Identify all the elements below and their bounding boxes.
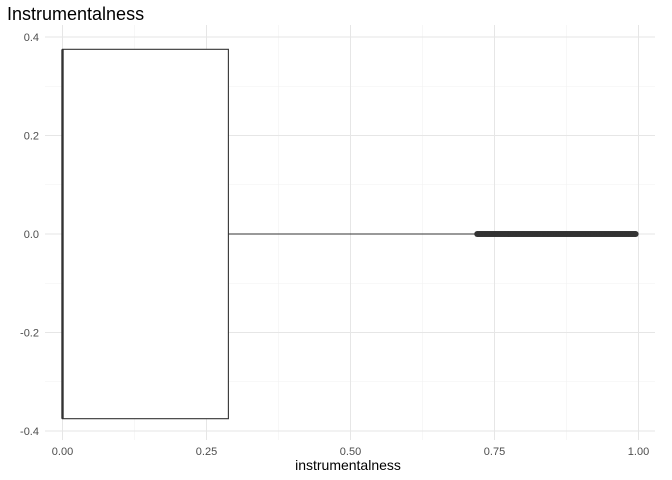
chart-title: Instrumentalness bbox=[7, 4, 145, 24]
x-tick-labels: 0.00 0.25 0.50 0.75 1.00 bbox=[52, 446, 649, 458]
box-rect bbox=[61, 48, 229, 420]
y-tick-label: -0.2 bbox=[20, 328, 39, 340]
y-tick-label: 0.2 bbox=[24, 131, 39, 143]
outlier-point bbox=[632, 231, 639, 237]
y-tick-label: 0.4 bbox=[24, 32, 39, 44]
x-tick-label: 0.00 bbox=[52, 446, 73, 458]
x-tick-label: 0.50 bbox=[340, 446, 361, 458]
x-tick-label: 0.25 bbox=[196, 446, 217, 458]
x-tick-label: 1.00 bbox=[628, 446, 649, 458]
x-tick-label: 0.75 bbox=[484, 446, 505, 458]
x-axis-title: instrumentalness bbox=[295, 457, 401, 473]
y-tick-label: 0.0 bbox=[24, 229, 39, 241]
boxplot-marks bbox=[61, 48, 639, 420]
y-tick-label: -0.4 bbox=[20, 426, 39, 438]
y-tick-labels: -0.4 -0.2 0.0 0.2 0.4 bbox=[20, 32, 39, 438]
